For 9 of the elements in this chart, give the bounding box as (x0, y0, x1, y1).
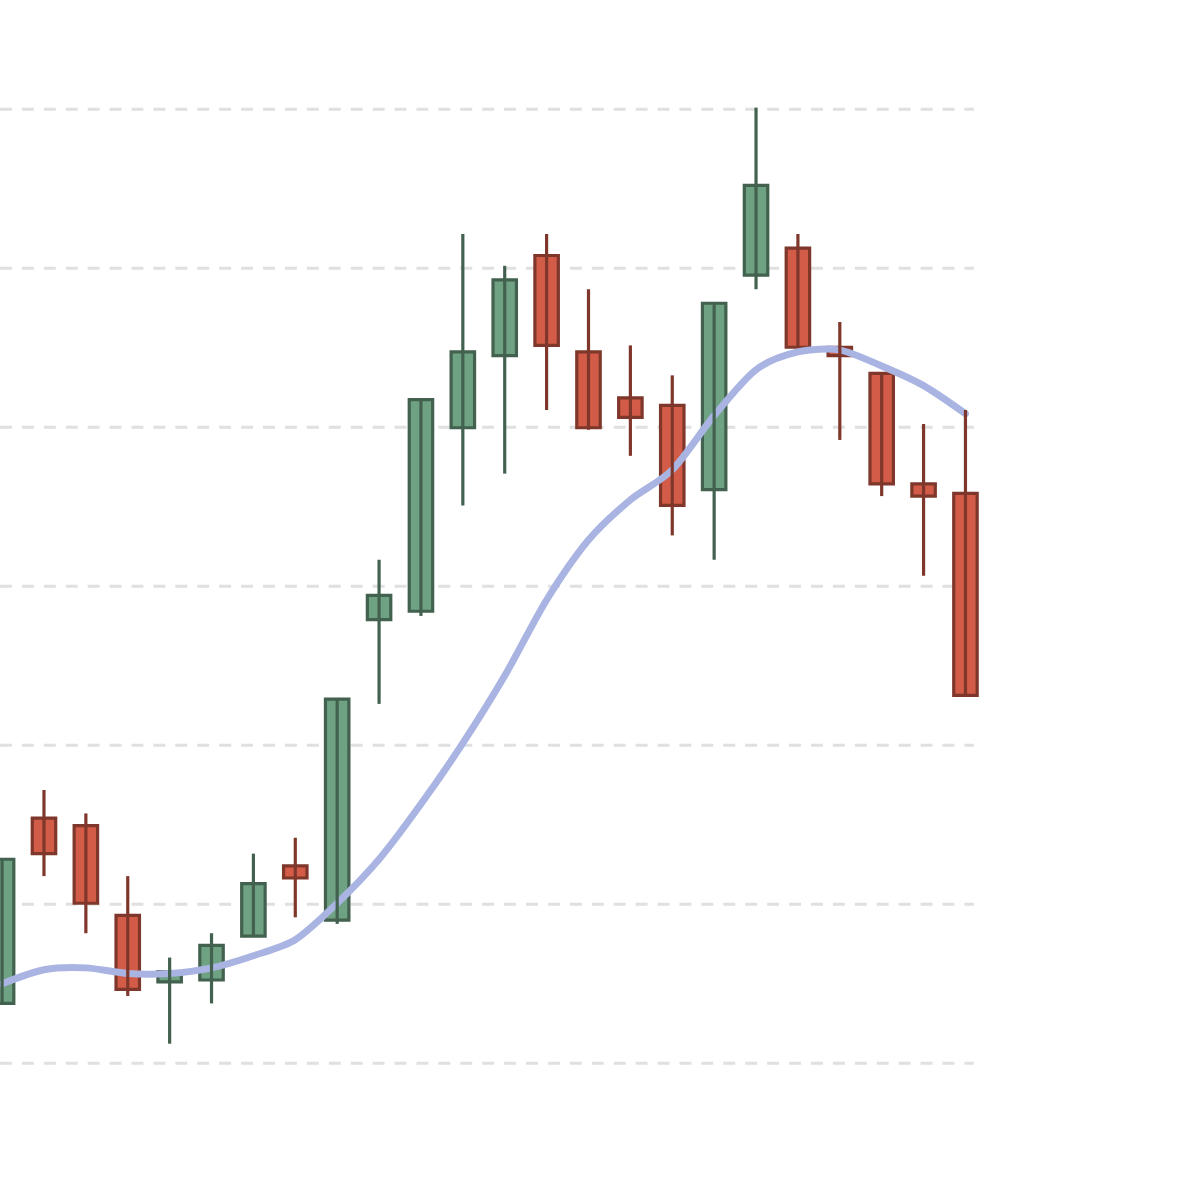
candlestick (868, 371, 896, 498)
candlestick (617, 343, 644, 458)
candlestick (240, 852, 267, 938)
candlestick (491, 264, 519, 476)
candlestick (533, 232, 560, 412)
candlestick (910, 422, 937, 578)
candlestick (952, 408, 979, 698)
candlestick (281, 836, 309, 919)
candlestick (575, 287, 602, 432)
